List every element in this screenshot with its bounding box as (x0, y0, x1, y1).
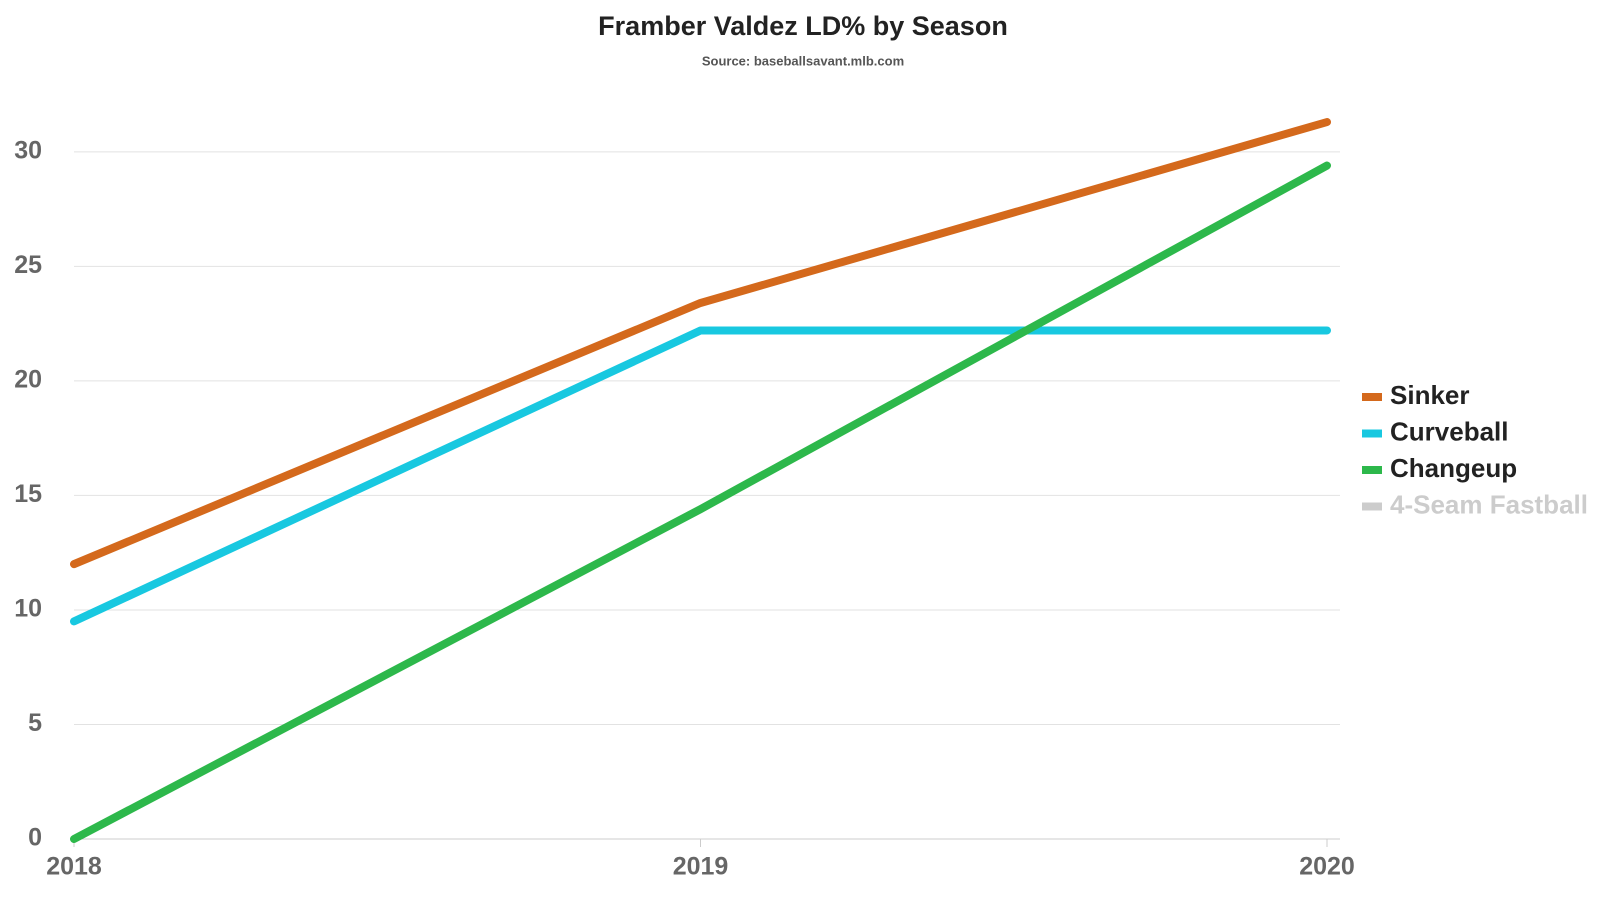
series-line (70, 161, 1331, 843)
legend-label: Sinker (1390, 380, 1470, 410)
y-tick-label: 0 (28, 824, 42, 852)
y-tick-label: 15 (14, 480, 42, 508)
x-tick-label: 2020 (1299, 853, 1355, 881)
legend-label: Changeup (1390, 453, 1517, 483)
y-tick-label: 5 (28, 709, 42, 737)
legend-label: Curveball (1390, 416, 1509, 446)
x-tick-label: 2019 (673, 853, 729, 881)
y-tick-label: 10 (14, 595, 42, 623)
legend-marker (1362, 466, 1382, 474)
chart-subtitle: Source: baseballsavant.mlb.com (702, 53, 904, 68)
y-tick-label: 25 (14, 251, 42, 279)
x-tick-label: 2018 (46, 853, 102, 881)
y-tick-label: 20 (14, 365, 42, 393)
legend-marker (1362, 502, 1382, 511)
legend-label: 4-Seam Fastball (1390, 489, 1588, 519)
series-line (70, 326, 1331, 626)
chart-title: Framber Valdez LD% by Season (598, 11, 1008, 41)
legend-marker (1362, 393, 1382, 401)
y-tick-label: 30 (14, 136, 42, 164)
legend-marker (1362, 429, 1382, 438)
series-line (70, 118, 1331, 569)
